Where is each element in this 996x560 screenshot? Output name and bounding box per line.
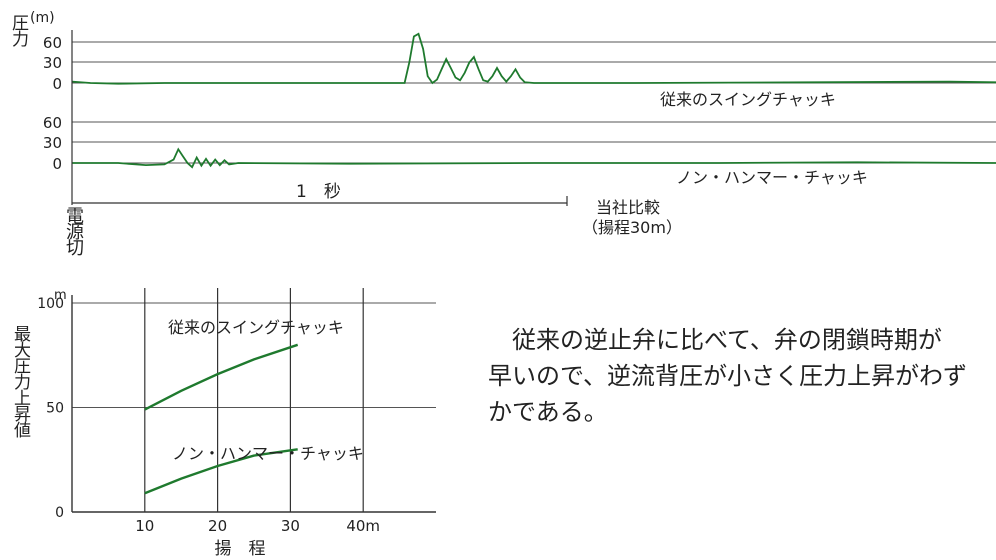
- x-tick-label: 20: [208, 517, 227, 535]
- x-axis-label: 揚 程: [215, 539, 266, 559]
- time-annotation: 1 秒: [296, 182, 341, 202]
- series-label: 従来のスイングチャッキ: [660, 90, 836, 109]
- y-unit: m: [54, 288, 67, 303]
- y-tick-label: 0: [55, 505, 64, 521]
- pressure-trace-series: [71, 32, 996, 85]
- description-line: かである。: [488, 398, 608, 426]
- bottom-y-axis-label: 最大圧力上昇値: [10, 325, 30, 437]
- description-line: 従来の逆止弁に比べて、弁の閉鎖時期が: [488, 326, 942, 354]
- pressure-trace-chart: (m) 60 30 0 従来のスイングチャッキ 60 30 0 ノン・ハンマー・チャッキ 1 秒当…: [30, 10, 996, 237]
- y-tick-label: 50: [46, 401, 64, 417]
- max-pressure-rise-chart: 100 50 0 m 10 20 30 40m 従来のスイングチャッキノン・ハンマー・チャッキ揚…: [37, 288, 436, 559]
- top-y-unit: (m): [30, 10, 55, 26]
- y-tick-label: 60: [43, 114, 62, 132]
- description-line: 早いので、逆流背圧が小さく圧力上昇がわず: [488, 362, 968, 390]
- y-tick-label: 100: [37, 296, 64, 312]
- y-tick-label: 30: [43, 54, 62, 72]
- event-label: 電源切: [63, 206, 84, 254]
- x-tick-label: 30: [281, 517, 300, 535]
- y-tick-label: 0: [52, 155, 62, 173]
- source-note-line: （揚程30m）: [582, 218, 682, 237]
- series-line: [144, 343, 299, 411]
- pressure-trace-series: [72, 147, 996, 169]
- series-label: ノン・ハンマー・チャッキ: [172, 444, 364, 463]
- description-text: 従来の逆止弁に比べて、弁の閉鎖時期が 早いので、逆流背圧が小さく圧力上昇がわず …: [488, 322, 996, 430]
- series-label: 従来のスイングチャッキ: [168, 318, 344, 337]
- y-tick-label: 60: [43, 34, 62, 52]
- y-tick-label: 0: [52, 75, 62, 93]
- series-label: ノン・ハンマー・チャッキ: [676, 168, 868, 187]
- x-tick-label: 10: [135, 517, 154, 535]
- y-tick-label: 30: [43, 134, 62, 152]
- series-line: [144, 448, 298, 495]
- x-tick-label: 40m: [346, 517, 380, 535]
- source-note-line: 当社比較: [596, 198, 660, 217]
- top-y-axis-label: 圧力: [8, 14, 28, 46]
